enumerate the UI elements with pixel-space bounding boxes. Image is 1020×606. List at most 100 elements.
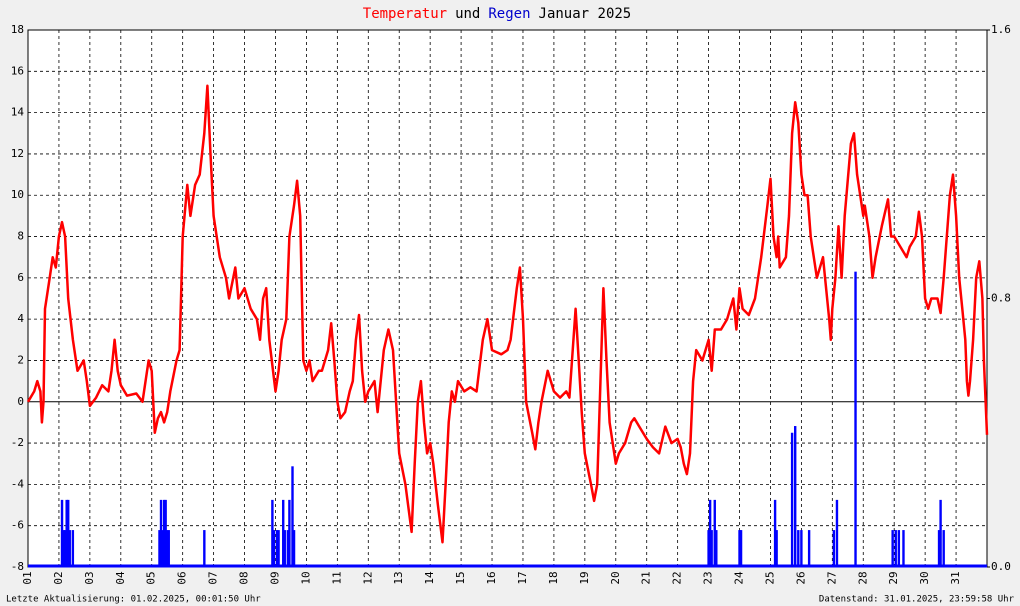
y-tick-label: 4 xyxy=(17,312,24,325)
y-tick-label: -2 xyxy=(11,436,24,449)
rain-bar xyxy=(60,499,64,567)
rain-bar xyxy=(937,530,941,567)
x-tick-label: 09 xyxy=(268,571,281,584)
rain-bar xyxy=(271,499,274,567)
x-tick-label: 06 xyxy=(176,571,189,584)
x-tick-label: 04 xyxy=(114,571,127,585)
x-tick-label: 17 xyxy=(516,571,529,584)
x-tick-label: 15 xyxy=(454,571,467,584)
rain-bar xyxy=(67,499,70,567)
x-tick-label: 23 xyxy=(702,571,715,584)
y-tick-label: 12 xyxy=(11,147,24,160)
rain-bar xyxy=(166,530,169,567)
rain-bar xyxy=(282,499,285,567)
x-tick-label: 18 xyxy=(547,571,560,584)
rain-bar xyxy=(794,426,797,567)
rain-bar xyxy=(942,530,945,567)
plot-area xyxy=(27,29,988,568)
rain-bar xyxy=(707,530,710,567)
rain-bar xyxy=(713,499,716,567)
rain-bar xyxy=(790,432,794,567)
x-tick-label: 14 xyxy=(423,571,436,585)
footer-right: Datenstand: 31.01.2025, 23:59:58 Uhr xyxy=(819,595,1015,605)
footer-left: Letzte Aktualisierung: 01.02.2025, 00:01… xyxy=(6,595,261,605)
x-tick-label: 05 xyxy=(145,571,158,584)
rain-bar xyxy=(272,530,276,567)
rain-bar xyxy=(167,530,170,567)
rain-bar xyxy=(902,530,905,567)
rain-bar xyxy=(715,530,718,567)
x-tick-label: 29 xyxy=(887,571,900,584)
rain-bar xyxy=(773,499,777,567)
x-tick-label: 24 xyxy=(733,571,746,585)
x-tick-label: 25 xyxy=(763,571,776,584)
rain-bar xyxy=(277,530,280,567)
rain-bar xyxy=(738,530,741,567)
x-tick-label: 22 xyxy=(671,571,684,584)
y2-tick-label: 1.6 xyxy=(991,23,1011,36)
x-tick-label: 03 xyxy=(83,571,96,584)
rain-bar xyxy=(800,530,803,567)
x-tick-label: 20 xyxy=(609,571,622,584)
y-tick-label: 0 xyxy=(17,395,24,408)
rain-bar xyxy=(775,530,778,567)
title-part: Januar 2025 xyxy=(539,6,632,22)
x-tick-label: 30 xyxy=(918,571,931,584)
rain-bar xyxy=(835,499,839,567)
x-tick-label: 19 xyxy=(578,571,591,584)
rain-bar xyxy=(288,499,291,567)
rain-bar xyxy=(162,499,166,567)
x-tick-label: 08 xyxy=(238,571,251,584)
rain-bar xyxy=(291,466,294,567)
y-tick-label: -4 xyxy=(11,477,25,490)
x-tick-label: 02 xyxy=(52,571,65,584)
title-part: Temperatur xyxy=(363,6,447,22)
rain-bar xyxy=(68,530,71,567)
y-tick-label: 6 xyxy=(17,271,24,284)
y-tick-label: 14 xyxy=(11,106,25,119)
x-tick-label: 13 xyxy=(392,571,405,584)
rain-bar xyxy=(739,530,743,567)
x-tick-label: 11 xyxy=(330,571,343,584)
y-tick-label: 8 xyxy=(17,230,24,243)
rain-bar xyxy=(158,530,161,567)
rain-bar xyxy=(891,530,894,567)
y2-tick-label: 0.8 xyxy=(991,292,1011,305)
y-tick-label: -6 xyxy=(11,519,24,532)
title-part: Regen xyxy=(488,6,530,22)
x-tick-label: 28 xyxy=(856,571,869,584)
rain-bar xyxy=(797,530,800,567)
rain-bar xyxy=(161,530,164,567)
rain-bar xyxy=(832,530,836,567)
y-tick-label: 16 xyxy=(11,64,24,77)
rain-bar xyxy=(65,499,68,567)
y-tick-label: 18 xyxy=(11,23,24,36)
rain-bar xyxy=(894,530,897,567)
y-tick-label: -8 xyxy=(11,560,24,573)
y-tick-label: 2 xyxy=(17,353,24,366)
rain-bar xyxy=(710,530,713,567)
rain-bar xyxy=(286,530,290,567)
x-tick-label: 26 xyxy=(794,571,807,584)
x-tick-label: 07 xyxy=(207,571,220,584)
rain-bar xyxy=(708,499,712,567)
temperature-line xyxy=(26,84,989,544)
x-tick-label: 27 xyxy=(825,571,838,584)
rain-bar xyxy=(292,530,296,567)
rain-bar xyxy=(62,530,65,567)
y2-tick-label: 0.0 xyxy=(991,560,1011,573)
rain-bar xyxy=(275,530,279,567)
x-tick-label: 31 xyxy=(949,571,962,584)
rain-bar xyxy=(283,530,286,567)
rain-bar xyxy=(63,530,67,567)
rain-bar xyxy=(807,530,811,567)
rain-bar xyxy=(939,499,942,567)
rain-bar xyxy=(854,271,857,567)
rain-bar xyxy=(164,499,167,567)
rain-bar xyxy=(71,530,75,567)
rain-bar xyxy=(159,499,163,567)
x-tick-label: 01 xyxy=(21,571,34,584)
y-tick-label: 10 xyxy=(11,188,24,201)
x-tick-label: 16 xyxy=(485,571,498,584)
